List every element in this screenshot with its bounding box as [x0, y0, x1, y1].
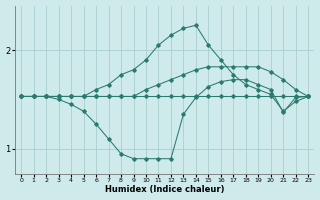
X-axis label: Humidex (Indice chaleur): Humidex (Indice chaleur) — [105, 185, 224, 194]
